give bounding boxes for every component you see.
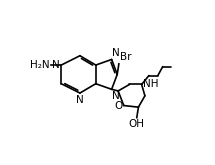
Text: NH: NH <box>143 79 159 89</box>
Text: N: N <box>76 96 84 105</box>
Text: H₂N: H₂N <box>30 60 50 70</box>
Text: N: N <box>112 91 120 101</box>
Text: N: N <box>52 60 59 70</box>
Text: N: N <box>112 48 120 58</box>
Text: OH: OH <box>129 119 145 129</box>
Text: O: O <box>115 101 123 111</box>
Text: Br: Br <box>120 52 131 62</box>
